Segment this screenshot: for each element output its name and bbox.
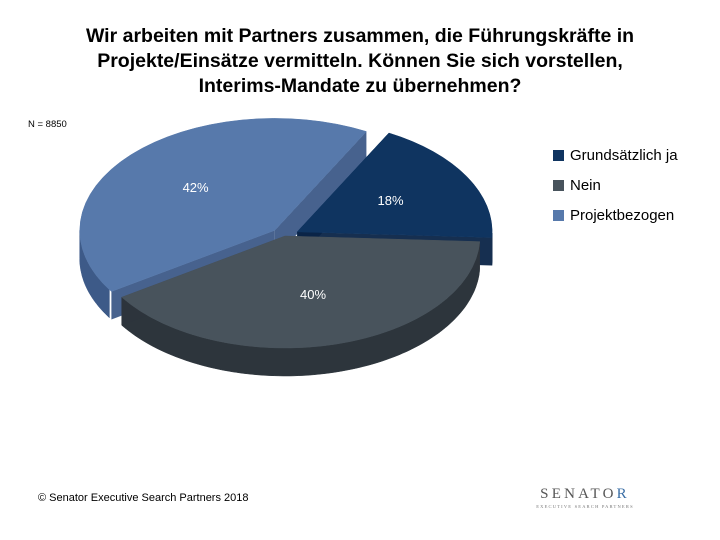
legend-swatch [553, 209, 564, 221]
legend-swatch [553, 149, 564, 161]
title-line-1: Wir arbeiten mit Partners zusammen, die … [85, 25, 635, 47]
legend-item-projektbezogen: Projektbezogen [553, 200, 678, 230]
pie-slice-label: 42% [183, 180, 209, 195]
copyright-notice: © Senator Executive Search Partners 2018 [38, 492, 249, 504]
legend-swatch [553, 179, 564, 191]
pie-slice-grunds-tzlich-ja [296, 132, 493, 238]
logo-tagline: EXECUTIVE SEARCH PARTNERS [536, 504, 634, 509]
pie-slice-projektbezogen [79, 118, 367, 292]
pie-slice-label: 40% [300, 287, 326, 302]
legend: Grundsätzlich ja Nein Projektbezogen [553, 140, 678, 230]
chart-title: Wir arbeiten mit Partners zusammen, die … [60, 24, 660, 99]
senator-logo: SENATOR EXECUTIVE SEARCH PARTNERS [520, 486, 650, 509]
title-line-2: Projekte/Einsätze vermitteln. Können Sie… [97, 50, 623, 72]
pie-slice-nein [121, 235, 481, 349]
pie-labels: 42% 18% 40% [183, 180, 404, 302]
pie-slice-label: 18% [377, 193, 403, 208]
logo-text: SENATO [540, 486, 617, 502]
pie-slice-cut-2-0 [274, 131, 367, 259]
logo-accent: R [616, 486, 630, 502]
title-line-3: Interims-Mandate zu übernehmen? [198, 75, 522, 97]
pie-tops [79, 118, 493, 349]
legend-label: Grundsätzlich ja [570, 146, 678, 164]
legend-label: Nein [570, 176, 601, 194]
legend-item-grundsaetzlich-ja: Grundsätzlich ja [553, 140, 678, 170]
legend-label: Projektbezogen [570, 206, 675, 224]
logo-wordmark: SENATOR [520, 486, 650, 503]
sample-size-label: N = 8850 [28, 119, 67, 130]
legend-item-nein: Nein [553, 170, 678, 200]
